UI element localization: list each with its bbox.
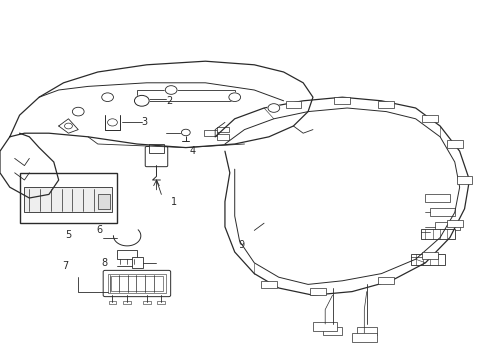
Text: 2: 2 xyxy=(166,96,172,106)
Bar xyxy=(204,130,216,136)
Bar xyxy=(378,101,393,108)
Circle shape xyxy=(134,95,149,106)
Bar xyxy=(434,222,459,230)
Bar xyxy=(98,194,110,209)
Bar xyxy=(111,276,163,291)
Bar xyxy=(446,140,462,148)
Bar xyxy=(285,101,301,108)
Bar xyxy=(107,274,166,293)
Bar xyxy=(309,288,325,295)
Bar xyxy=(132,257,142,268)
Bar xyxy=(20,173,117,223)
Bar xyxy=(422,115,437,122)
Text: 4: 4 xyxy=(189,146,195,156)
Bar xyxy=(429,208,454,216)
Text: 8: 8 xyxy=(101,258,107,268)
Bar xyxy=(420,229,454,239)
Bar xyxy=(356,327,376,335)
Bar xyxy=(351,333,376,342)
FancyBboxPatch shape xyxy=(103,270,170,297)
Bar xyxy=(108,301,116,304)
Bar xyxy=(157,301,165,304)
Bar xyxy=(312,322,337,331)
Bar xyxy=(334,97,349,104)
Bar xyxy=(322,327,342,335)
Bar xyxy=(425,194,449,202)
Bar xyxy=(456,176,471,184)
Text: 7: 7 xyxy=(62,261,68,271)
Text: 5: 5 xyxy=(65,230,71,240)
FancyBboxPatch shape xyxy=(145,147,167,167)
Circle shape xyxy=(72,107,84,116)
Bar xyxy=(446,220,462,227)
Bar xyxy=(123,301,131,304)
Bar xyxy=(149,144,163,153)
Circle shape xyxy=(102,93,113,102)
Bar xyxy=(142,301,150,304)
Circle shape xyxy=(165,86,177,94)
Bar xyxy=(24,187,112,212)
Text: 3: 3 xyxy=(142,117,148,127)
Circle shape xyxy=(228,93,240,102)
Circle shape xyxy=(267,104,279,112)
Text: 6: 6 xyxy=(96,225,102,235)
Bar xyxy=(261,281,276,288)
Bar xyxy=(378,277,393,284)
Text: 1: 1 xyxy=(171,197,177,207)
Bar xyxy=(410,254,444,265)
Bar xyxy=(137,90,234,101)
Text: 9: 9 xyxy=(238,240,244,250)
Bar xyxy=(117,250,137,259)
Bar xyxy=(216,127,228,132)
Circle shape xyxy=(181,129,190,136)
Bar xyxy=(216,134,228,140)
Bar xyxy=(422,252,437,259)
